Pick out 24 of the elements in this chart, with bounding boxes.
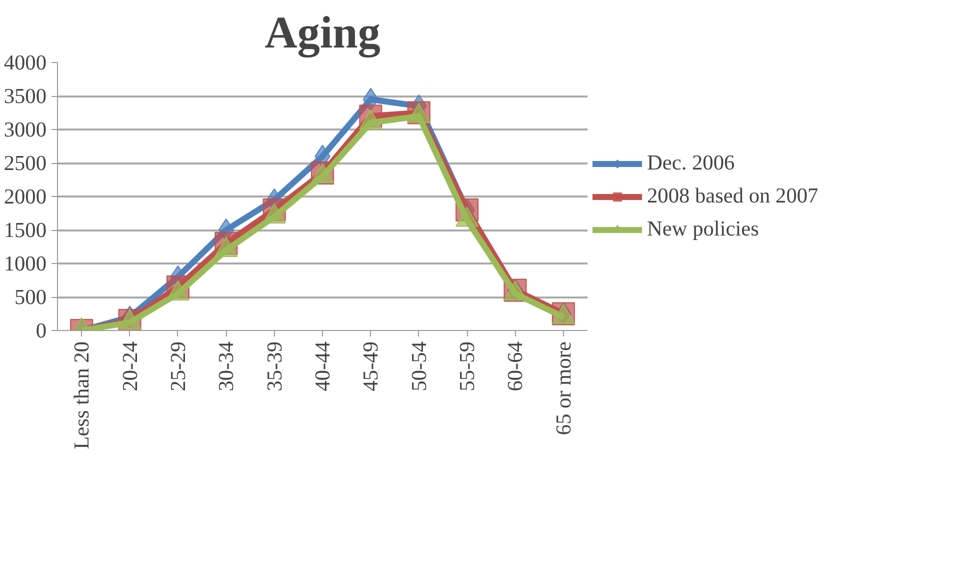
legend-label: 2008 based on 2007 [647,184,818,208]
x-tick-label: 65 or more [551,341,576,436]
x-tick-label: 25-29 [166,341,190,392]
y-tick-label: 500 [14,285,47,309]
y-tick-label: 1500 [4,218,46,242]
x-tick-label: 40-44 [310,341,334,392]
chart-title: Aging [264,8,381,58]
y-tick-label: 4000 [4,50,46,74]
x-tick-label: 55-59 [455,341,480,392]
x-tick-label: 60-64 [503,341,528,392]
x-tick-label: 20-24 [118,341,142,392]
y-tick-label: 1000 [4,252,46,276]
legend-label: Dec. 2006 [647,150,735,176]
y-tick-label: 3500 [4,84,46,108]
y-tick-label: 2000 [4,184,46,208]
x-tick-label: 35-39 [262,341,286,392]
x-tick-label: 50-54 [406,341,431,392]
x-tick-label: Less than 20 [70,341,94,450]
x-tick-label: 45-49 [358,341,383,392]
y-tick-label: 2500 [4,151,46,175]
y-tick-label: 0 [36,318,47,342]
x-tick-label: 30-34 [214,341,238,392]
legend-label: New policies [647,216,759,242]
y-tick-label: 3000 [4,118,46,142]
